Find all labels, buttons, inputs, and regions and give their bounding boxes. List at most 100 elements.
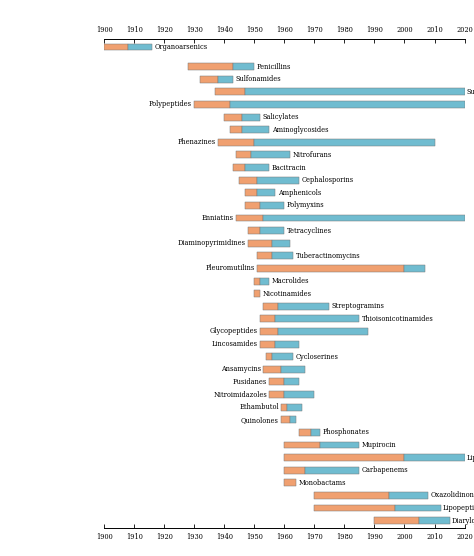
Bar xyxy=(284,466,305,474)
Bar xyxy=(404,454,465,461)
Bar xyxy=(269,379,284,385)
Bar xyxy=(320,441,359,449)
Text: Mupirocin: Mupirocin xyxy=(362,441,396,449)
Text: Aminoglycosides: Aminoglycosides xyxy=(272,126,328,133)
Bar xyxy=(257,177,300,183)
Bar xyxy=(275,341,300,348)
Bar xyxy=(194,101,230,108)
Bar xyxy=(264,303,278,310)
Bar xyxy=(282,416,291,423)
Bar xyxy=(237,151,251,158)
Text: Lipopeptides: Lipopeptides xyxy=(443,504,474,512)
Bar xyxy=(260,227,284,234)
Bar xyxy=(246,189,257,196)
Bar xyxy=(419,517,449,524)
Bar xyxy=(237,215,264,221)
Bar xyxy=(284,391,314,398)
Text: Bacitracin: Bacitracin xyxy=(272,163,307,172)
Text: Phenazines: Phenazines xyxy=(178,138,216,146)
Bar xyxy=(311,429,320,436)
Bar xyxy=(248,240,273,247)
Text: Glycopeptides: Glycopeptides xyxy=(210,327,258,335)
Bar xyxy=(260,277,269,285)
Text: Sulfonamides: Sulfonamides xyxy=(236,75,282,83)
Bar xyxy=(273,353,293,360)
Bar xyxy=(314,504,395,512)
Text: Enniatins: Enniatins xyxy=(202,214,234,222)
Bar xyxy=(248,227,260,234)
Bar xyxy=(305,466,359,474)
Bar xyxy=(404,265,426,272)
Bar xyxy=(300,429,311,436)
Text: Quinolones: Quinolones xyxy=(241,416,279,424)
Text: Diarylquinolines: Diarylquinolines xyxy=(452,517,474,525)
Text: Polypeptides: Polypeptides xyxy=(149,101,192,108)
Bar xyxy=(230,126,242,133)
Text: Ethambutol: Ethambutol xyxy=(239,403,279,411)
Bar xyxy=(284,454,404,461)
Bar xyxy=(224,113,242,121)
Bar xyxy=(257,265,404,272)
Bar xyxy=(104,44,128,50)
Bar xyxy=(188,63,233,70)
Text: Ansamycins: Ansamycins xyxy=(221,365,261,373)
Bar xyxy=(278,328,368,335)
Bar xyxy=(284,379,300,385)
Bar xyxy=(239,177,257,183)
Text: Phosphonates: Phosphonates xyxy=(323,428,370,436)
Text: Monobactams: Monobactams xyxy=(299,479,346,487)
Text: Pleuromutilins: Pleuromutilins xyxy=(206,265,255,272)
Bar xyxy=(215,88,246,95)
Bar xyxy=(260,202,284,209)
Bar xyxy=(260,315,275,322)
Text: Fusidanes: Fusidanes xyxy=(233,378,267,386)
Bar xyxy=(266,353,273,360)
Text: Lincosamides: Lincosamides xyxy=(212,340,258,348)
Bar xyxy=(242,126,269,133)
Bar xyxy=(233,164,246,171)
Bar xyxy=(291,416,296,423)
Bar xyxy=(257,252,273,259)
Bar xyxy=(260,341,275,348)
Text: Oxazolidinones: Oxazolidinones xyxy=(431,492,474,499)
Bar xyxy=(314,492,390,499)
Text: Polymyxins: Polymyxins xyxy=(287,201,324,210)
Text: Penicillins: Penicillins xyxy=(257,63,291,71)
Bar xyxy=(284,479,296,486)
Bar xyxy=(246,164,269,171)
Text: Tuberactinomycins: Tuberactinomycins xyxy=(296,252,360,260)
Bar xyxy=(284,441,320,449)
Bar xyxy=(273,240,291,247)
Bar xyxy=(374,517,419,524)
Bar xyxy=(219,139,255,146)
Text: Amphenicols: Amphenicols xyxy=(278,189,321,197)
Text: Streptogramins: Streptogramins xyxy=(332,302,385,310)
Bar xyxy=(255,290,260,297)
Text: Macrolides: Macrolides xyxy=(272,277,310,285)
Bar xyxy=(233,63,255,70)
Bar xyxy=(395,504,440,512)
Text: Cephalosporins: Cephalosporins xyxy=(302,176,354,184)
Bar xyxy=(269,391,284,398)
Text: Tetracyclines: Tetracyclines xyxy=(287,227,332,235)
Bar xyxy=(246,202,260,209)
Bar xyxy=(278,303,329,310)
Bar xyxy=(264,215,465,221)
Bar xyxy=(128,44,152,50)
Bar xyxy=(246,88,465,95)
Text: Lipiarmycins: Lipiarmycins xyxy=(467,454,474,461)
Bar xyxy=(282,404,287,411)
Bar xyxy=(255,139,435,146)
Text: Salicylates: Salicylates xyxy=(263,113,299,121)
Text: Diaminopyrimidines: Diaminopyrimidines xyxy=(178,239,246,247)
Text: Nitroimidazoles: Nitroimidazoles xyxy=(213,390,267,399)
Bar xyxy=(255,277,260,285)
Text: Carbapenems: Carbapenems xyxy=(362,466,409,474)
Text: Organoarsenics: Organoarsenics xyxy=(155,43,208,51)
Bar xyxy=(201,76,219,83)
Text: Nitrofurans: Nitrofurans xyxy=(293,151,332,159)
Bar xyxy=(275,315,359,322)
Bar xyxy=(287,404,302,411)
Text: Nicotinamides: Nicotinamides xyxy=(263,290,312,297)
Text: Thioisonicotinamides: Thioisonicotinamides xyxy=(362,315,434,323)
